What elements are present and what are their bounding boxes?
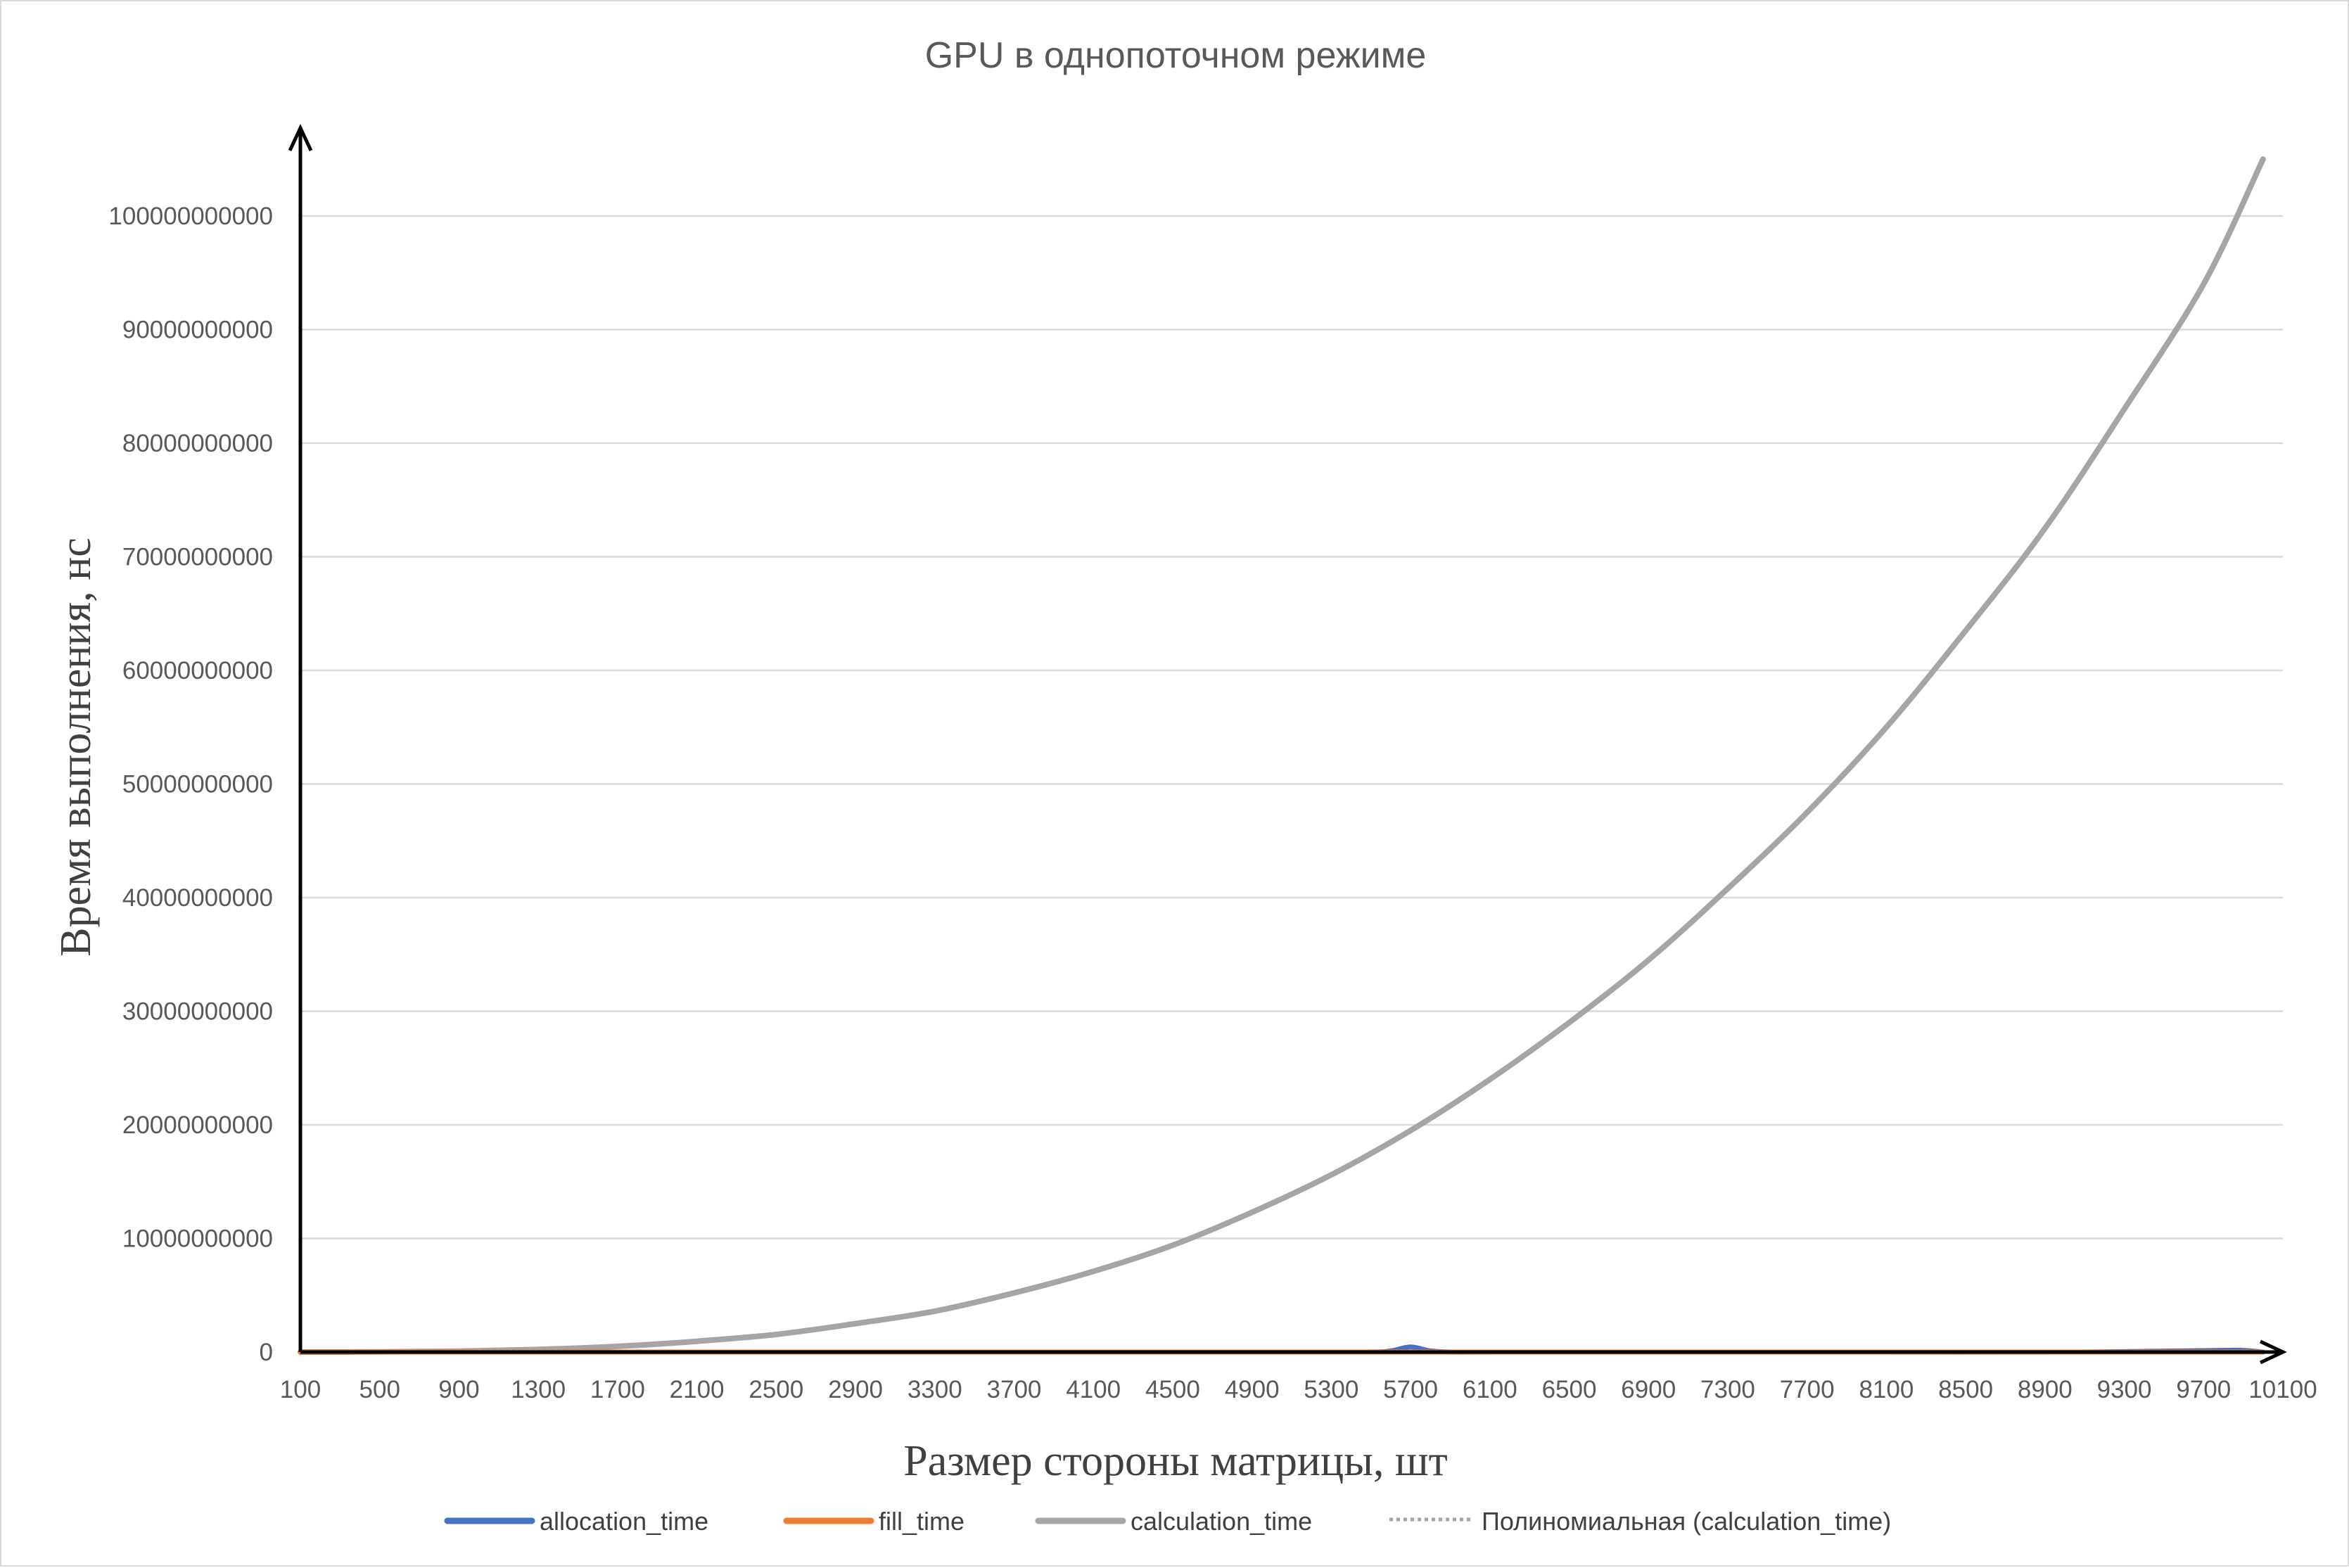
x-tick-label: 8500 bbox=[1938, 1376, 1993, 1403]
x-tick-label: 100 bbox=[280, 1376, 321, 1403]
y-tick-label: 20000000000 bbox=[122, 1111, 273, 1139]
trendline-polynomial bbox=[300, 158, 2265, 1353]
x-tick-label: 3300 bbox=[908, 1376, 962, 1403]
x-tick-label: 1700 bbox=[590, 1376, 645, 1403]
x-tick-label: 4500 bbox=[1145, 1376, 1200, 1403]
legend-label-calculation-time: calculation_time bbox=[1131, 1507, 1312, 1536]
x-axis-title: Размер стороны матрицы, шт bbox=[903, 1437, 1447, 1485]
x-tick-label: 2900 bbox=[828, 1376, 883, 1403]
y-axis-arrow-head bbox=[288, 124, 313, 152]
axes bbox=[288, 124, 2287, 1365]
x-tick-label: 6900 bbox=[1621, 1376, 1676, 1403]
series-lines bbox=[298, 156, 2266, 1355]
x-tick-label: 900 bbox=[438, 1376, 479, 1403]
x-tick-label: 6500 bbox=[1542, 1376, 1597, 1403]
x-axis-arrow-head bbox=[2259, 1339, 2287, 1365]
x-tick-label: 5300 bbox=[1304, 1376, 1358, 1403]
y-tick-label: 90000000000 bbox=[122, 317, 273, 344]
y-tick-label: 50000000000 bbox=[122, 771, 273, 798]
y-tick-label: 40000000000 bbox=[122, 884, 273, 912]
x-tick-label: 2500 bbox=[749, 1376, 803, 1403]
x-tick-label: 8100 bbox=[1859, 1376, 1914, 1403]
y-tick-label: 100000000000 bbox=[108, 203, 273, 230]
x-tick-label: 7300 bbox=[1700, 1376, 1755, 1403]
y-tick-label: 0 bbox=[260, 1339, 273, 1366]
x-tick-label: 10100 bbox=[2248, 1376, 2317, 1403]
legend-label-fill-time: fill_time bbox=[879, 1507, 965, 1536]
y-tick-label: 60000000000 bbox=[122, 657, 273, 684]
x-tick-label: 7700 bbox=[1780, 1376, 1835, 1403]
x-tick-label: 5700 bbox=[1383, 1376, 1438, 1403]
legend-label-trendline: Полиномиальная (calculation_time) bbox=[1482, 1507, 1891, 1536]
x-axis-tick-labels: 100 500 900 1300 1700 2100 2500 2900 3300 3700 410… bbox=[280, 1376, 2317, 1403]
y-tick-label: 70000000000 bbox=[122, 544, 273, 571]
x-tick-label: 4900 bbox=[1225, 1376, 1280, 1403]
x-tick-label: 8900 bbox=[2018, 1376, 2073, 1403]
grid-lines bbox=[300, 215, 2283, 1239]
x-tick-label: 9300 bbox=[2097, 1376, 2152, 1403]
x-tick-label: 500 bbox=[359, 1376, 400, 1403]
legend: allocation_time fill_time calculation_ti… bbox=[444, 1507, 1891, 1536]
legend-label-allocation-time: allocation_time bbox=[540, 1507, 708, 1536]
x-tick-label: 6100 bbox=[1463, 1376, 1517, 1403]
y-axis-tick-labels: 0 10000000000 20000000000 30000000000 400000… bbox=[108, 203, 273, 1366]
y-tick-label: 10000000000 bbox=[122, 1225, 273, 1253]
y-tick-label: 30000000000 bbox=[122, 998, 273, 1026]
x-tick-label: 3700 bbox=[987, 1376, 1042, 1403]
chart-title: GPU в однопоточном режиме bbox=[925, 35, 1427, 76]
series-line-calculation-time bbox=[298, 156, 2266, 1355]
x-tick-label: 4100 bbox=[1066, 1376, 1121, 1403]
x-tick-label: 9700 bbox=[2176, 1376, 2231, 1403]
x-tick-label: 2100 bbox=[670, 1376, 725, 1403]
y-tick-label: 80000000000 bbox=[122, 430, 273, 457]
y-axis-title: Время выполнения, нс bbox=[52, 537, 100, 957]
x-tick-label: 1300 bbox=[511, 1376, 566, 1403]
